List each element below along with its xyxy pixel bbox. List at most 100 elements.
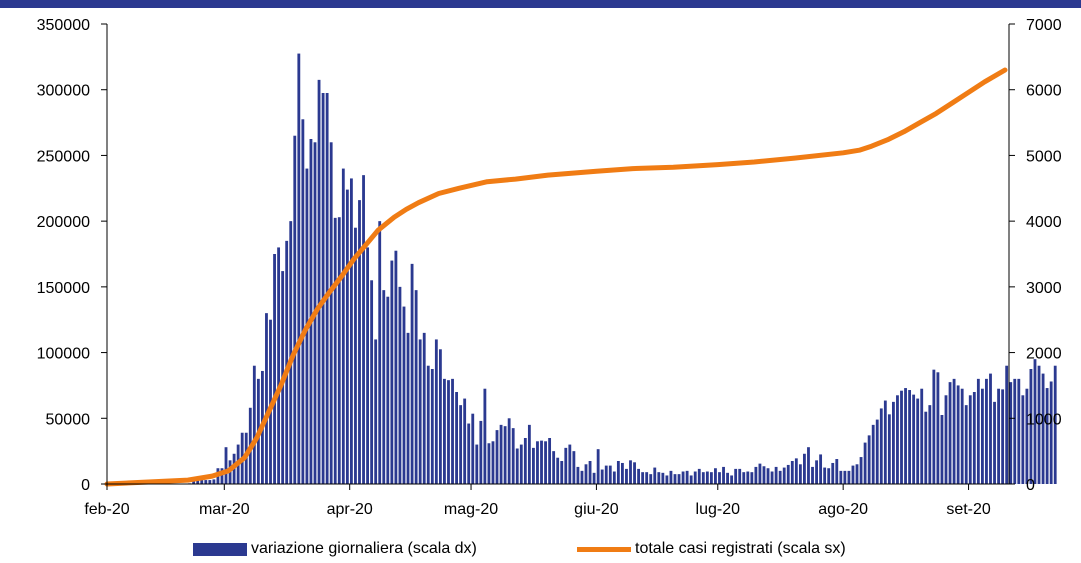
bar	[823, 467, 827, 484]
bar	[390, 260, 394, 484]
bar	[273, 254, 276, 484]
right-tick-label: 0	[1026, 477, 1035, 494]
legend-item-line: totale casi registrati (scala sx)	[577, 540, 846, 558]
bar	[762, 466, 766, 484]
bar	[321, 93, 325, 484]
bar	[746, 471, 750, 484]
left-tick-label: 150000	[37, 280, 90, 297]
bar	[398, 286, 402, 484]
bar	[1049, 381, 1053, 484]
bar	[333, 217, 337, 485]
x-tick-label: giu-20	[574, 501, 619, 518]
x-tick-label: mar-20	[199, 501, 250, 518]
bar	[766, 468, 770, 484]
bar	[976, 378, 980, 484]
bar	[220, 468, 224, 484]
bar	[515, 448, 519, 484]
x-tick-label: mag-20	[444, 501, 498, 518]
left-tick-label: 100000	[37, 346, 90, 363]
bar	[778, 470, 782, 484]
bar	[1025, 388, 1029, 484]
bar	[1005, 365, 1009, 484]
bar	[964, 405, 968, 484]
bar	[378, 221, 382, 484]
bar	[204, 480, 208, 484]
bar	[568, 444, 572, 484]
bar	[426, 365, 430, 484]
x-tick-label: set-20	[946, 501, 991, 518]
legend-swatch-bar	[193, 542, 247, 556]
bar	[410, 263, 414, 484]
bar	[920, 388, 924, 484]
bar	[196, 480, 200, 484]
left-tick-label: 200000	[37, 214, 90, 231]
bar	[479, 420, 483, 484]
bar	[560, 461, 564, 484]
bar	[1001, 389, 1005, 484]
bar	[608, 465, 612, 484]
bar	[645, 472, 649, 484]
bar	[794, 458, 798, 484]
bar	[701, 472, 705, 484]
bar	[386, 296, 390, 484]
bar	[896, 395, 899, 484]
bar	[782, 467, 786, 484]
right-tick-label: 4000	[1026, 214, 1062, 231]
left-tick-label: 0	[81, 477, 90, 494]
left-tick-label: 250000	[37, 148, 90, 165]
bar	[507, 418, 511, 484]
bar	[592, 472, 596, 484]
bar	[625, 468, 628, 484]
bar	[422, 332, 426, 484]
bar	[908, 390, 912, 484]
bar	[519, 444, 523, 484]
legend-item-bars: variazione giornaliera (scala dx)	[193, 540, 477, 558]
bar	[904, 388, 907, 484]
bar	[649, 474, 653, 484]
bar	[980, 388, 984, 484]
bar	[722, 466, 725, 484]
bar	[629, 460, 632, 484]
left-tick-label: 50000	[46, 411, 91, 428]
bar	[968, 395, 972, 484]
bar	[875, 419, 879, 484]
legend-label-bars: variazione giornaliera (scala dx)	[251, 540, 477, 557]
bar	[499, 424, 503, 484]
bar	[677, 474, 681, 484]
bar	[297, 53, 301, 484]
left-axis-ticks: 0 50000 100000 150000 200000 250000 300000 3500…	[37, 17, 107, 494]
bar	[289, 221, 293, 484]
x-tick-label: lug-20	[696, 501, 741, 518]
bar	[483, 388, 487, 484]
left-tick-label: 350000	[37, 17, 90, 34]
bar	[588, 461, 592, 484]
bar	[434, 339, 438, 484]
right-axis-ticks: 0 1000 2000 3000 4000 5000 6000 7000	[1009, 17, 1062, 494]
bar	[887, 414, 891, 484]
bar	[714, 468, 717, 484]
bar	[641, 472, 645, 484]
x-tick-label: feb-20	[84, 501, 129, 518]
bar	[867, 435, 871, 484]
bar	[835, 459, 839, 484]
bar	[786, 464, 790, 484]
bar	[523, 438, 527, 484]
bar	[285, 240, 289, 484]
bar	[354, 227, 357, 484]
bar	[681, 471, 685, 484]
bar	[362, 175, 365, 484]
bar	[447, 380, 450, 484]
right-tick-label: 7000	[1026, 17, 1062, 34]
bar	[1013, 378, 1017, 484]
bar	[443, 378, 446, 484]
bar	[548, 438, 552, 484]
bar	[337, 217, 341, 484]
bar	[940, 415, 944, 484]
bar	[819, 454, 823, 484]
bar	[192, 481, 196, 484]
bar	[697, 468, 701, 484]
bar	[871, 424, 875, 484]
bar	[944, 395, 948, 484]
bar	[790, 461, 794, 484]
bar	[960, 388, 964, 484]
